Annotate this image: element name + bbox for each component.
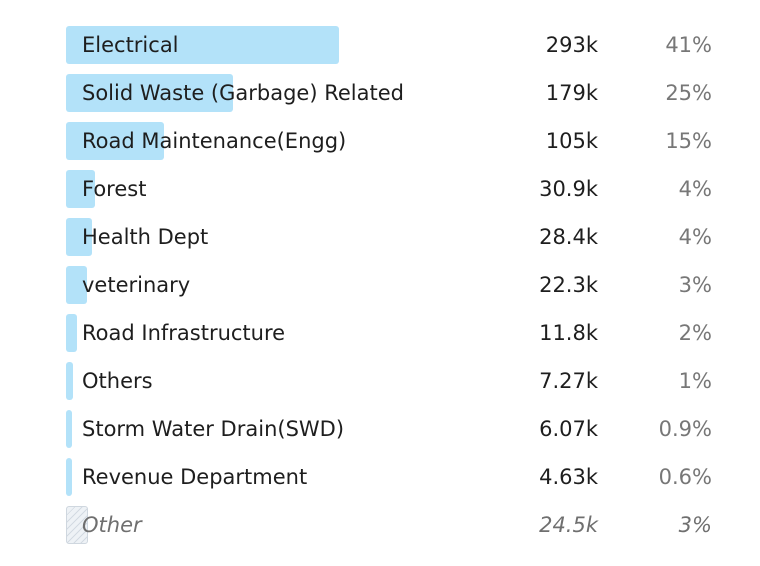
chart-bar (66, 122, 164, 160)
percent-label: 3% (678, 513, 712, 537)
percent-label: 41% (665, 33, 712, 57)
category-label: Other (82, 513, 142, 537)
chart-row: veterinary 22.3k 3% (0, 265, 760, 313)
percent-label: 4% (678, 225, 712, 249)
percent-label: 0.6% (658, 465, 712, 489)
chart-row: Storm Water Drain(SWD) 6.07k 0.9% (0, 409, 760, 457)
category-label: Others (82, 369, 153, 393)
value-label: 11.8k (539, 321, 598, 345)
other-bar (66, 506, 88, 544)
category-label: Electrical (82, 33, 179, 57)
chart-bar (66, 170, 95, 208)
percent-label: 15% (665, 129, 712, 153)
chart-row: Revenue Department 4.63k 0.6% (0, 457, 760, 505)
other-row: Other 24.5k 3% (0, 505, 760, 553)
category-label: Forest (82, 177, 147, 201)
chart-bar (66, 266, 87, 304)
chart-bar (66, 410, 72, 448)
chart-row: Health Dept 28.4k 4% (0, 217, 760, 265)
percent-label: 3% (678, 273, 712, 297)
percent-label: 2% (678, 321, 712, 345)
category-label: Road Infrastructure (82, 321, 286, 345)
chart-bar (66, 458, 72, 496)
chart-bar (66, 26, 339, 64)
category-label: Solid Waste (Garbage) Related (82, 81, 404, 105)
category-label: Road Maintenance(Engg) (82, 129, 347, 153)
percent-label: 0.9% (658, 417, 712, 441)
value-label: 24.5k (539, 513, 598, 537)
chart-row: Road Maintenance(Engg) 105k 15% (0, 121, 760, 169)
category-label: veterinary (82, 273, 191, 297)
percent-label: 4% (678, 177, 712, 201)
value-label: 6.07k (539, 417, 598, 441)
chart-bar (66, 314, 77, 352)
value-label: 105k (545, 129, 598, 153)
category-label: Storm Water Drain(SWD) (82, 417, 345, 441)
value-label: 28.4k (539, 225, 598, 249)
chart-bar (66, 74, 233, 112)
value-label: 7.27k (539, 369, 598, 393)
value-label: 293k (545, 33, 598, 57)
chart-bar (66, 362, 73, 400)
chart-row: Electrical 293k 41% (0, 25, 760, 73)
category-label: Revenue Department (82, 465, 308, 489)
chart-row: Others 7.27k 1% (0, 361, 760, 409)
chart-row: Solid Waste (Garbage) Related 179k 25% (0, 73, 760, 121)
percent-label: 1% (678, 369, 712, 393)
value-label: 22.3k (539, 273, 598, 297)
value-label: 179k (545, 81, 598, 105)
chart-row: Forest 30.9k 4% (0, 169, 760, 217)
value-label: 30.9k (539, 177, 598, 201)
value-label: 4.63k (539, 465, 598, 489)
chart-bar (66, 218, 92, 256)
percent-label: 25% (665, 81, 712, 105)
chart-row: Road Infrastructure 11.8k 2% (0, 313, 760, 361)
category-label: Health Dept (82, 225, 209, 249)
